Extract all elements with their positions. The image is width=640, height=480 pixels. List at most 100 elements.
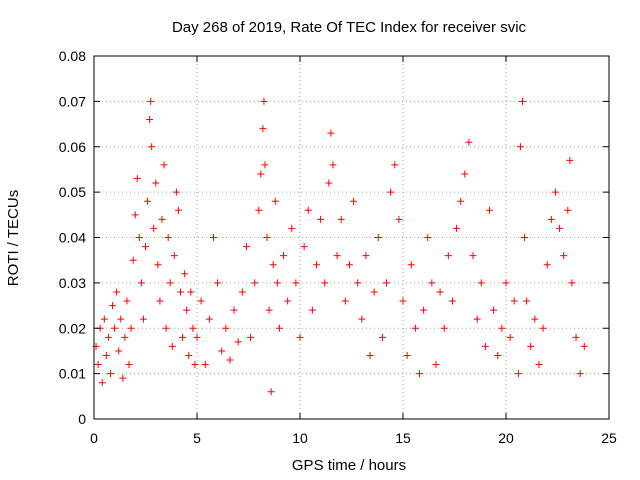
data-point-marker [201, 361, 209, 369]
data-point-marker [121, 333, 129, 341]
data-point-marker [444, 252, 452, 260]
y-tick-label: 0.08 [59, 48, 86, 64]
data-point-marker [247, 333, 255, 341]
data-point-marker [473, 315, 481, 323]
data-point-marker [539, 324, 547, 332]
data-point-marker [506, 333, 514, 341]
data-point-marker [494, 351, 502, 359]
data-point-marker [154, 261, 162, 269]
data-point-marker [125, 361, 133, 369]
data-point-marker [150, 224, 158, 232]
data-point-marker [436, 288, 444, 296]
data-point-marker [265, 306, 273, 314]
data-point-marker [383, 279, 391, 287]
data-point-marker [325, 179, 333, 187]
data-point-marker [432, 361, 440, 369]
data-point-marker [448, 297, 456, 305]
data-point-marker [115, 347, 123, 355]
data-point-marker [514, 370, 522, 378]
data-point-marker [415, 370, 423, 378]
data-point-marker [523, 297, 531, 305]
y-tick-label: 0.06 [59, 139, 86, 155]
data-point-marker [374, 234, 382, 241]
data-point-marker [403, 351, 411, 359]
data-point-marker [300, 243, 308, 251]
data-point-marker [170, 252, 178, 260]
data-point-marker [296, 333, 304, 341]
data-point-marker [527, 342, 535, 350]
data-point-marker [257, 170, 265, 178]
data-point-marker [275, 324, 283, 332]
data-point-marker [453, 224, 461, 232]
data-point-marker [564, 206, 572, 214]
data-point-marker [341, 297, 349, 305]
data-point-marker [502, 279, 510, 287]
data-point-marker [317, 215, 325, 223]
data-point-marker [358, 315, 366, 323]
data-point-marker [378, 333, 386, 341]
data-point-marker [329, 161, 337, 169]
x-axis-label: GPS time / hours [292, 457, 406, 474]
data-point-marker [98, 379, 106, 387]
data-point-marker [185, 351, 193, 359]
data-point-marker [387, 188, 395, 196]
y-tick-label: 0.01 [59, 366, 86, 382]
data-point-marker [162, 324, 170, 332]
x-tick-label: 0 [90, 430, 98, 446]
data-point-marker [226, 356, 234, 364]
data-point-marker [158, 215, 166, 223]
data-point-marker [181, 270, 189, 278]
data-point-marker [516, 143, 524, 151]
data-point-marker [345, 261, 353, 269]
data-point-marker [321, 279, 329, 287]
data-point-marker [222, 324, 230, 332]
data-point-marker [284, 297, 292, 305]
data-point-marker [189, 324, 197, 332]
data-point-marker [288, 224, 296, 232]
data-point-marker [133, 175, 141, 183]
data-point-marker [280, 252, 288, 260]
data-point-marker [354, 279, 362, 287]
data-points [92, 97, 588, 396]
data-point-marker [251, 279, 259, 287]
y-tick-label: 0.07 [59, 93, 86, 109]
data-point-marker [362, 252, 370, 260]
x-tick-label: 15 [395, 430, 411, 446]
data-point-marker [147, 97, 155, 105]
data-point-marker [166, 279, 174, 287]
data-point-marker [209, 234, 217, 241]
data-point-marker [127, 324, 135, 332]
data-point-marker [187, 288, 195, 296]
data-point-marker [193, 333, 201, 341]
data-point-marker [100, 315, 108, 323]
data-point-marker [308, 306, 316, 314]
data-point-marker [547, 215, 555, 223]
data-point-marker [179, 333, 187, 341]
x-tick-label: 20 [498, 430, 514, 446]
data-point-marker [428, 279, 436, 287]
data-point-marker [481, 342, 489, 350]
data-point-marker [139, 315, 147, 323]
data-point-marker [521, 234, 529, 241]
data-point-marker [457, 197, 465, 205]
x-axis: 0 5 10 15 20 25 [90, 56, 617, 446]
data-point-marker [164, 234, 172, 241]
data-point-marker [327, 129, 335, 137]
data-point-marker [490, 306, 498, 314]
data-point-marker [160, 161, 168, 169]
data-point-marker [152, 179, 160, 187]
data-point-marker [498, 324, 506, 332]
data-point-marker [135, 234, 143, 241]
data-point-marker [576, 370, 584, 378]
data-point-marker [205, 315, 213, 323]
data-point-marker [333, 252, 341, 260]
y-tick-label: 0.05 [59, 184, 86, 200]
data-point-marker [113, 288, 121, 296]
data-point-marker [395, 215, 403, 223]
data-point-marker [119, 374, 127, 382]
data-point-marker [461, 170, 469, 178]
data-point-marker [168, 342, 176, 350]
data-point-marker [148, 143, 156, 151]
data-point-marker [174, 206, 182, 214]
